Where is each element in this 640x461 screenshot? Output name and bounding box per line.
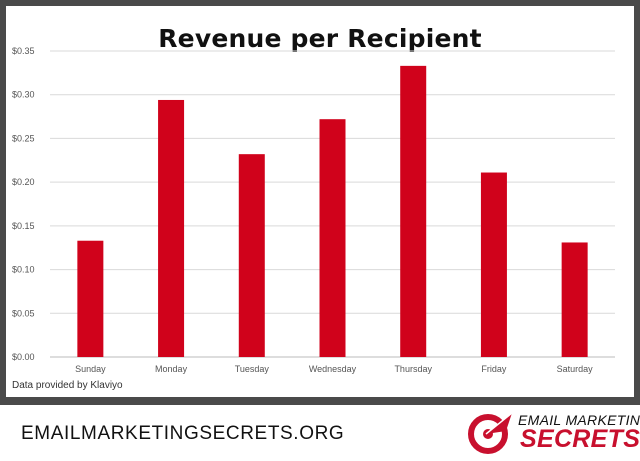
bar-chart: $0.00 $0.05 $0.10 $0.15 $0.20 $0.25 $0.30 $0.35… (12, 46, 615, 374)
data-credit: Data provided by Klaviyo (12, 380, 123, 391)
chart-panel: Revenue per Recipient $0.00 $0.05 $0.10 $0.… (6, 6, 634, 397)
x-tick-label: Monday (155, 364, 188, 374)
bar-sunday (77, 240, 104, 357)
y-tick-label: $0.05 (12, 308, 35, 318)
logo-text-bottom: SECRETS (520, 425, 640, 453)
x-tick-label: Saturday (557, 364, 594, 374)
x-tick-label: Sunday (75, 364, 106, 374)
bar-thursday (400, 65, 427, 357)
y-tick-label: $0.15 (12, 221, 35, 231)
bar-wednesday (319, 119, 346, 358)
x-tick-label: Friday (481, 364, 507, 374)
y-tick-label: $0.20 (12, 177, 35, 187)
y-tick-label: $0.30 (12, 90, 35, 100)
footer-url[interactable]: EMAILMARKETINGSECRETS.ORG (21, 423, 345, 444)
y-tick-label: $0.10 (12, 265, 35, 275)
x-tick-label: Thursday (394, 364, 432, 374)
bar-friday (480, 172, 507, 357)
x-tick-label: Tuesday (235, 364, 270, 374)
chart-title: Revenue per Recipient (158, 24, 482, 53)
bar-monday (158, 99, 185, 358)
y-tick-label: $0.35 (12, 46, 35, 56)
y-tick-label: $0.00 (12, 352, 35, 362)
target-arrow-icon (468, 412, 513, 454)
logo-text-top: EMAIL MARKETING (518, 412, 640, 428)
logo: EMAIL MARKETING SECRETS (466, 407, 640, 457)
bar-tuesday (238, 154, 265, 357)
bar-saturday (561, 242, 588, 357)
y-tick-label: $0.25 (12, 133, 35, 143)
x-tick-label: Wednesday (309, 364, 357, 374)
chart-frame: Revenue per Recipient $0.00 $0.05 $0.10 $0.… (0, 0, 640, 405)
